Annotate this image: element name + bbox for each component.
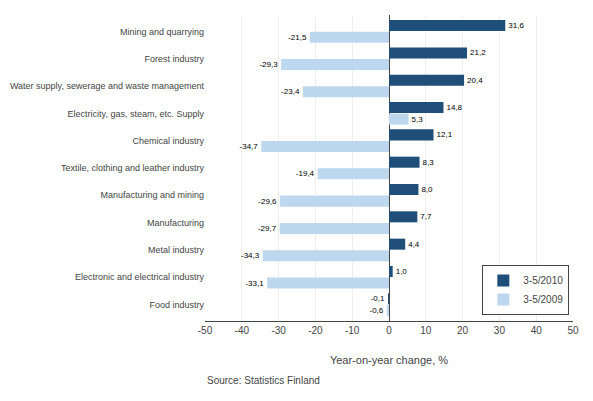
svg-text:0: 0 bbox=[386, 325, 392, 336]
svg-text:31,6: 31,6 bbox=[508, 21, 524, 30]
svg-text:30: 30 bbox=[494, 325, 506, 336]
svg-text:Food industry: Food industry bbox=[149, 300, 204, 310]
svg-text:-20: -20 bbox=[308, 325, 323, 336]
svg-text:Metal industry: Metal industry bbox=[148, 245, 205, 255]
svg-text:-0,6: -0,6 bbox=[369, 306, 383, 315]
svg-text:3-5/2009: 3-5/2009 bbox=[523, 294, 563, 305]
svg-text:Manufacturing and mining: Manufacturing and mining bbox=[100, 190, 204, 200]
svg-text:Water supply, sewerage and was: Water supply, sewerage and waste managem… bbox=[10, 81, 205, 91]
svg-text:Source: Statistics Finland: Source: Statistics Finland bbox=[207, 375, 320, 386]
svg-text:12,1: 12,1 bbox=[437, 130, 453, 139]
svg-text:50: 50 bbox=[567, 325, 579, 336]
svg-text:1,0: 1,0 bbox=[396, 267, 408, 276]
svg-text:14,8: 14,8 bbox=[446, 103, 462, 112]
svg-text:-10: -10 bbox=[345, 325, 360, 336]
svg-text:-30: -30 bbox=[271, 325, 286, 336]
svg-text:-29,7: -29,7 bbox=[258, 224, 277, 233]
svg-text:10: 10 bbox=[420, 325, 432, 336]
svg-text:20: 20 bbox=[457, 325, 469, 336]
svg-text:21,2: 21,2 bbox=[470, 48, 486, 57]
svg-text:Electronic and electrical indu: Electronic and electrical industry bbox=[75, 272, 205, 282]
svg-text:-29,3: -29,3 bbox=[259, 60, 278, 69]
svg-text:Year-on-year change, %: Year-on-year change, % bbox=[330, 354, 448, 366]
svg-text:-34,3: -34,3 bbox=[241, 251, 260, 260]
svg-text:-33,1: -33,1 bbox=[245, 279, 264, 288]
svg-text:-40: -40 bbox=[235, 325, 250, 336]
svg-text:3-5/2010: 3-5/2010 bbox=[523, 275, 563, 286]
svg-text:-0,1: -0,1 bbox=[371, 294, 385, 303]
svg-text:Chemical industry: Chemical industry bbox=[132, 136, 204, 146]
svg-text:4,4: 4,4 bbox=[408, 240, 420, 249]
svg-text:5,3: 5,3 bbox=[412, 115, 424, 124]
svg-text:-29,6: -29,6 bbox=[258, 197, 277, 206]
svg-text:Electricity, gas, steam, etc.: Electricity, gas, steam, etc. Supply bbox=[68, 109, 205, 119]
svg-text:Forest industry: Forest industry bbox=[144, 54, 204, 64]
svg-text:-50: -50 bbox=[198, 325, 213, 336]
svg-text:-19,4: -19,4 bbox=[296, 169, 315, 178]
svg-text:-21,5: -21,5 bbox=[288, 33, 307, 42]
svg-text:40: 40 bbox=[531, 325, 543, 336]
svg-text:-34,7: -34,7 bbox=[240, 142, 259, 151]
svg-text:7,7: 7,7 bbox=[420, 212, 432, 221]
svg-text:Mining and quarrying: Mining and quarrying bbox=[120, 27, 204, 37]
svg-text:-23,4: -23,4 bbox=[281, 87, 300, 96]
svg-text:8,0: 8,0 bbox=[421, 185, 433, 194]
svg-text:Manufacturing: Manufacturing bbox=[147, 218, 204, 228]
svg-text:20,4: 20,4 bbox=[467, 76, 483, 85]
svg-text:8,3: 8,3 bbox=[423, 158, 435, 167]
svg-text:Textile, clothing and leather: Textile, clothing and leather industry bbox=[61, 163, 205, 173]
